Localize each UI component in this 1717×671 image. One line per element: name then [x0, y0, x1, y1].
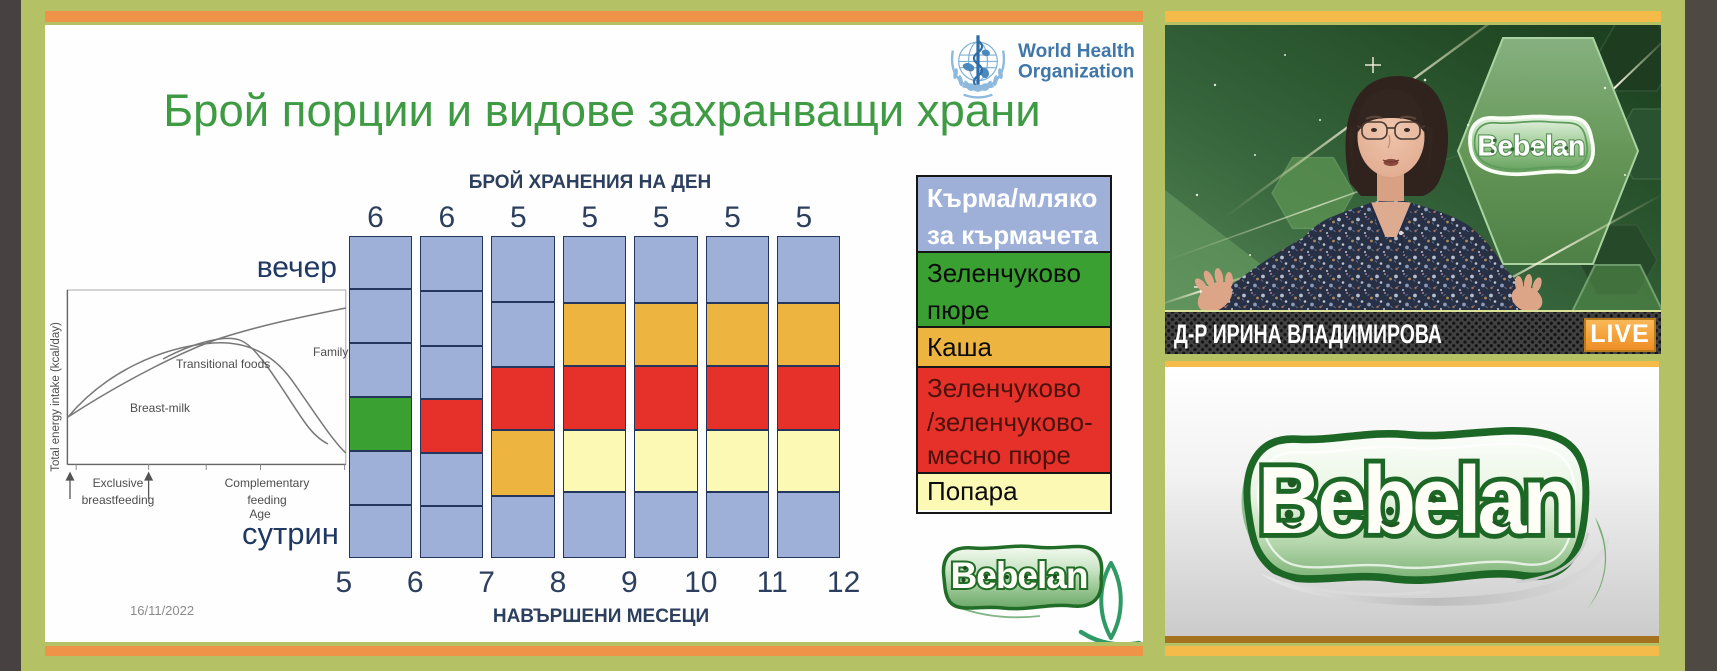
svg-text:Age: Age — [249, 507, 271, 521]
svg-text:Organization: Organization — [1018, 62, 1134, 83]
svg-text:Bebelan: Bebelan — [1258, 446, 1572, 553]
svg-text:World Health: World Health — [1018, 41, 1135, 62]
svg-text:Family: Family — [313, 345, 348, 359]
svg-text:breastfeeding: breastfeeding — [82, 493, 155, 507]
svg-text:Transitional foods: Transitional foods — [176, 357, 270, 371]
svg-text:Complementary: Complementary — [225, 476, 310, 490]
svg-text:Total energy intake (kcal/day): Total energy intake (kcal/day) — [50, 322, 62, 472]
svg-text:feeding: feeding — [247, 493, 286, 507]
svg-text:Bebelan: Bebelan — [951, 555, 1088, 596]
svg-text:Breast-milk: Breast-milk — [130, 401, 191, 415]
svg-text:Bebelan: Bebelan — [1477, 131, 1584, 163]
svg-text:Exclusive: Exclusive — [93, 476, 144, 490]
